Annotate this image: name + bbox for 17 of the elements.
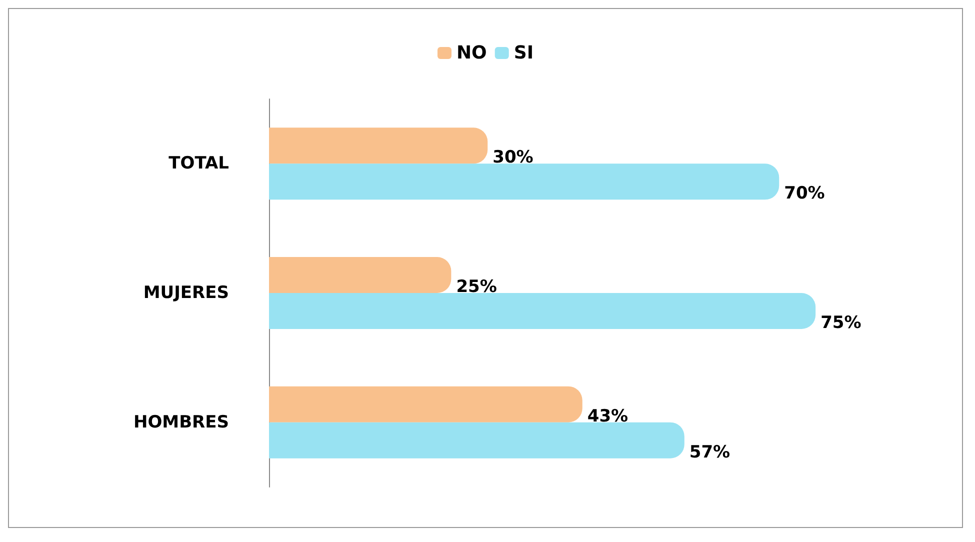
bar [269,422,684,458]
legend-label: SI [514,42,534,64]
data-label: 25% [456,277,497,297]
legend-label: NO [456,42,487,64]
data-label: 43% [587,406,628,426]
bar [269,293,816,329]
data-label: 57% [689,442,730,462]
y-tick-label: HOMBRES [133,412,229,432]
bar [269,386,582,422]
bar [269,257,452,293]
bar [269,128,488,164]
y-tick-label: TOTAL [168,154,230,174]
bar [269,164,780,200]
y-tick-label: MUJERES [143,283,229,303]
data-label: 75% [820,313,862,333]
data-label: 70% [784,184,825,204]
data-label: 30% [492,148,534,168]
